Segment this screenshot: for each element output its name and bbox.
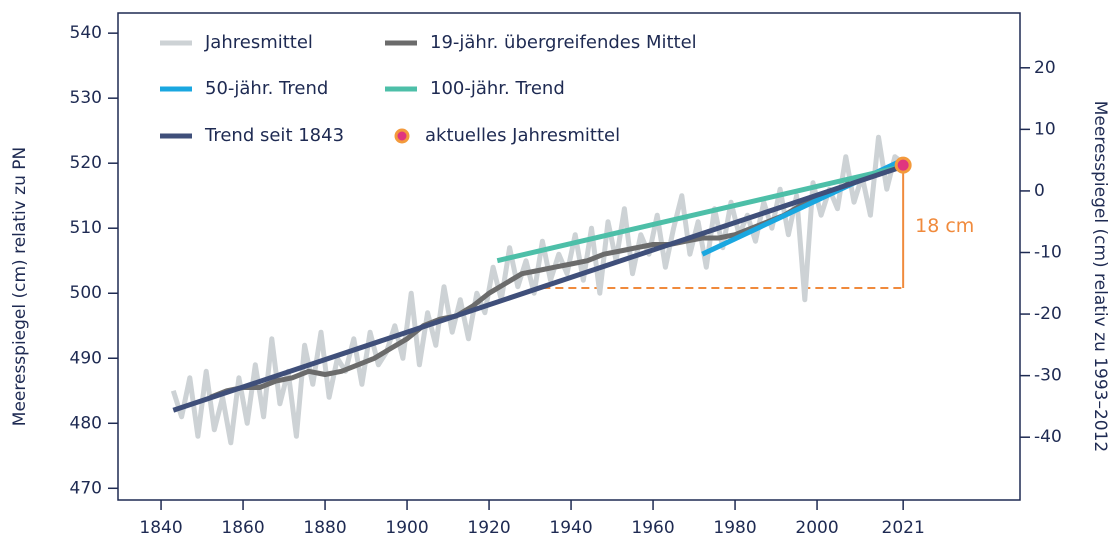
y-tick-label: 500 [70,283,102,303]
x-tick-label: 2000 [795,518,838,538]
y-tick-label: 480 [70,413,102,433]
x-tick-label: 1840 [139,518,182,538]
legend-label: Jahresmittel [204,32,313,53]
y-tick-label: 530 [70,88,102,108]
x-tick-label: 1940 [549,518,592,538]
legend-label: 19-jähr. übergreifendes Mittel [430,32,697,53]
x-tick-label: 1920 [467,518,510,538]
x-tick-label: 2021 [882,518,925,538]
legend-label: Trend seit 1843 [204,125,344,146]
y2-tick-label: -30 [1034,366,1062,386]
x-tick-label: 1880 [303,518,346,538]
series-line [209,180,852,400]
x-tick-label: 1900 [385,518,428,538]
legend-label: 50-jähr. Trend [205,78,328,99]
y2-tick-label: -40 [1034,427,1062,447]
y2-axis-label: Meeresspiegel (cm) relativ zu 1993–2012 [1090,101,1110,453]
x-tick-label: 1960 [631,518,674,538]
y2-tick-label: 10 [1034,119,1056,139]
current-point [894,156,912,174]
plot-frame [117,12,1021,501]
x-tick-label: 1860 [221,518,264,538]
y2-tick-label: -20 [1034,304,1062,324]
y-tick-label: 470 [70,478,102,498]
x-tick-label: 1980 [713,518,756,538]
legend: Jahresmittel 19-jähr. übergreifendes Mitt… [160,32,697,146]
legend-label: aktuelles Jahresmittel [425,125,620,146]
annotation-label: 18 cm [915,215,974,237]
legend-label: 100-jähr. Trend [430,78,565,99]
series-line [172,164,904,413]
y2-tick-label: 20 [1034,58,1056,78]
y-tick-label: 520 [70,153,102,173]
y-axis-label: Meeresspiegel (cm) relativ zu PN [10,147,30,426]
y-tick-label: 510 [70,218,102,238]
y2-tick-label: -10 [1034,242,1062,262]
y-tick-label: 490 [70,348,102,368]
legend-marker [394,128,410,144]
y-tick-label: 540 [70,23,102,43]
series-line [496,163,904,264]
y2-tick-label: 0 [1034,181,1045,201]
